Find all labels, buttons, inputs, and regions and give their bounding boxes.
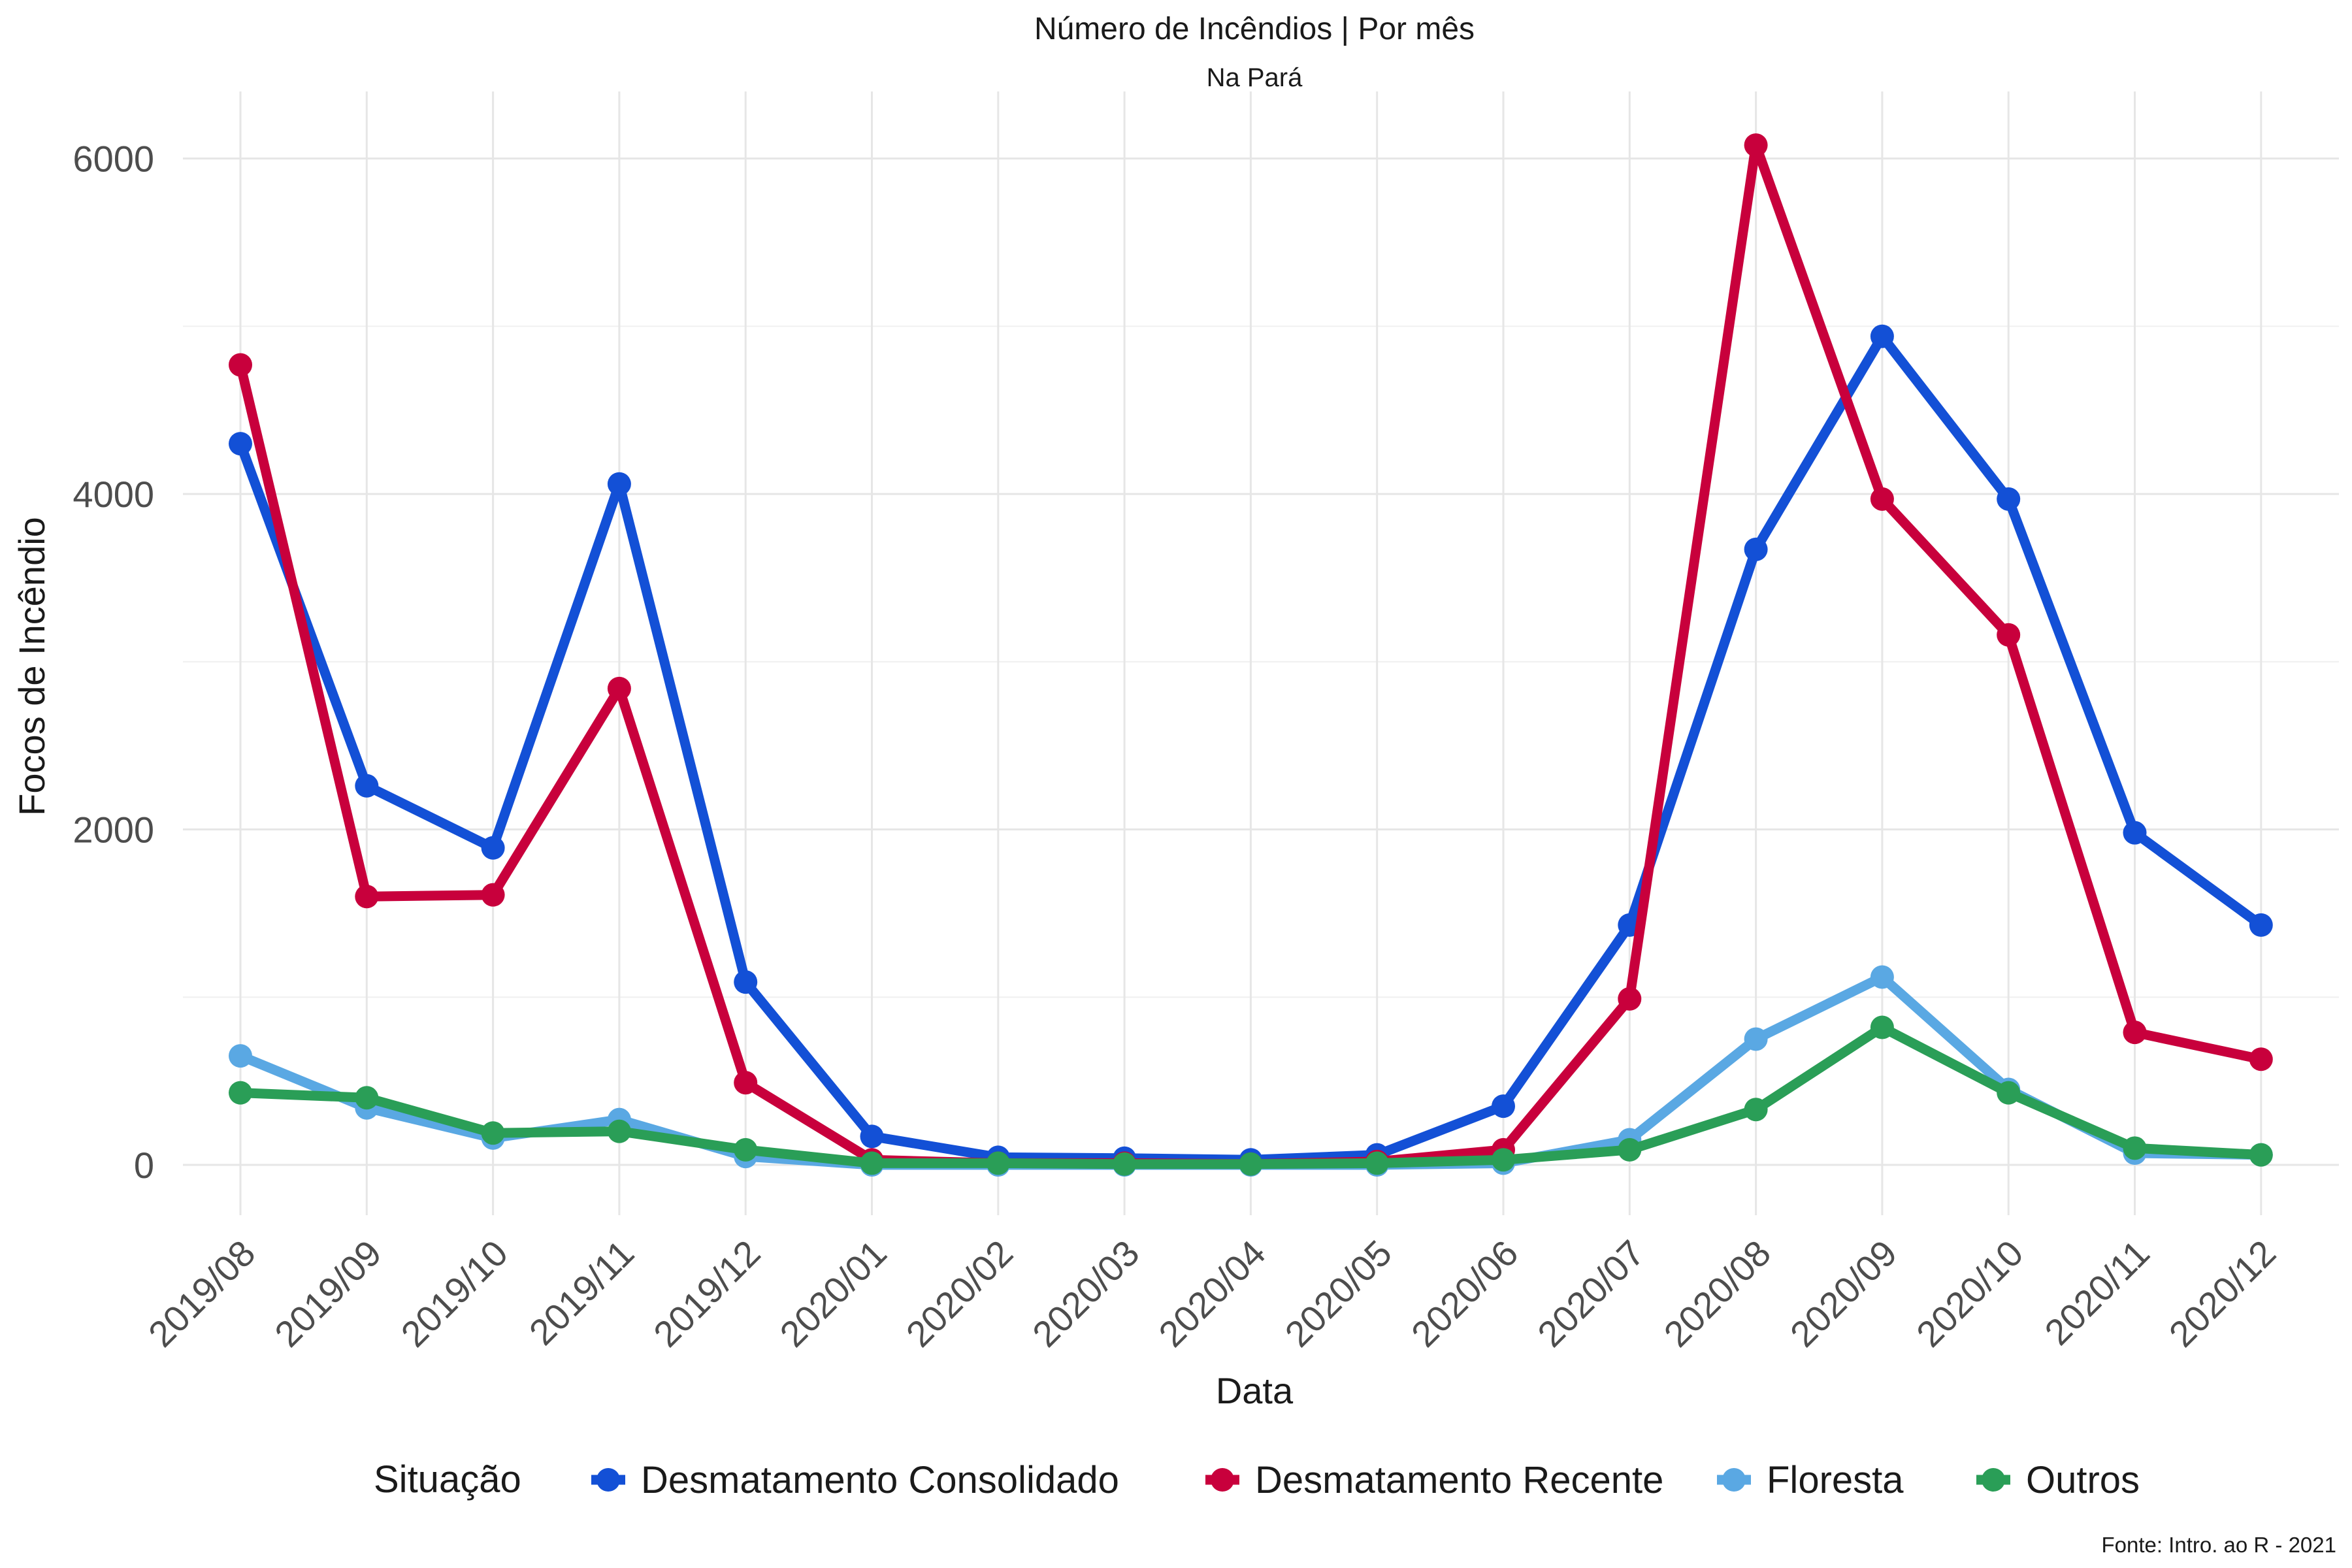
data-point (355, 885, 379, 909)
x-tick-label: 2019/12 (645, 1232, 768, 1355)
x-tick-label: 2020/02 (898, 1232, 1021, 1355)
x-tick-label: 2020/01 (772, 1232, 894, 1355)
series-3 (229, 1015, 2273, 1176)
data-point (2249, 913, 2273, 937)
series-layer (229, 133, 2273, 1177)
data-point (2249, 1047, 2273, 1071)
data-point (734, 1071, 758, 1095)
data-point (481, 1121, 505, 1145)
data-point (1744, 1098, 1768, 1122)
data-point (860, 1124, 884, 1149)
data-point (1618, 987, 1642, 1011)
data-point (1870, 487, 1894, 511)
data-point (2123, 821, 2147, 845)
legend-key-point (596, 1468, 620, 1492)
data-point (1744, 133, 1768, 157)
data-point (1997, 487, 2021, 511)
data-point (229, 1081, 252, 1105)
x-tick-label: 2019/11 (521, 1232, 642, 1353)
legend-key-point (1982, 1468, 2005, 1492)
data-point (2123, 1021, 2147, 1045)
x-tick-label: 2020/06 (1403, 1232, 1526, 1355)
caption: Fonte: Intro. ao R - 2021 (2101, 1533, 2336, 1557)
data-point (607, 472, 631, 496)
data-point (1870, 1015, 1894, 1039)
data-point (1365, 1151, 1389, 1175)
data-point (607, 1119, 631, 1143)
y-tick-label: 0 (134, 1145, 154, 1186)
data-point (734, 1137, 758, 1162)
data-point (1239, 1152, 1263, 1176)
x-tick-label: 2020/11 (2036, 1232, 2157, 1353)
legend-key-point (1722, 1468, 1746, 1492)
legend-title: Situação (374, 1458, 521, 1501)
data-point (1492, 1094, 1515, 1119)
data-point (860, 1151, 884, 1175)
data-point (1113, 1152, 1137, 1176)
y-tick-label: 2000 (73, 809, 154, 851)
data-point (986, 1151, 1010, 1175)
y-axis-title: Focos de Incêndio (11, 517, 52, 816)
data-point (229, 353, 252, 377)
x-tick-label: 2020/03 (1024, 1232, 1147, 1355)
legend: Situação Desmatamento Consolidado Desmata… (374, 1458, 2140, 1501)
data-point (355, 1086, 379, 1110)
data-point (481, 836, 505, 860)
y-axis-ticks: 0 2000 4000 6000 (73, 139, 154, 1186)
data-point (1618, 1137, 1642, 1162)
legend-item-label: Floresta (1767, 1459, 1904, 1501)
data-point (481, 883, 505, 907)
data-point (1870, 324, 1894, 348)
x-tick-label: 2020/05 (1277, 1232, 1399, 1355)
data-point (229, 1044, 252, 1068)
legend-key-point (1211, 1468, 1234, 1492)
data-point (2123, 1136, 2147, 1160)
data-point (1492, 1148, 1515, 1172)
data-point (2249, 1143, 2273, 1167)
data-point (229, 432, 252, 456)
data-point (607, 676, 631, 700)
data-point (734, 970, 758, 994)
legend-item-label: Outros (2026, 1459, 2140, 1501)
legend-item-label: Desmatamento Consolidado (641, 1459, 1119, 1501)
x-axis-title: Data (1216, 1370, 1294, 1411)
y-tick-label: 6000 (73, 139, 154, 180)
data-point (1870, 965, 1894, 989)
chart-subtitle: Na Pará (1207, 63, 1303, 92)
x-tick-label: 2019/09 (267, 1232, 389, 1355)
legend-item-label: Desmatamento Recente (1255, 1459, 1663, 1501)
x-tick-label: 2020/08 (1656, 1232, 1778, 1355)
data-point (355, 774, 379, 798)
data-point (1997, 1081, 2021, 1105)
data-point (1744, 1027, 1768, 1051)
y-tick-label: 4000 (73, 474, 154, 515)
x-tick-label: 2020/10 (1908, 1232, 2031, 1355)
x-tick-label: 2019/08 (140, 1232, 263, 1355)
chart-title: Número de Incêndios | Por mês (1034, 12, 1475, 46)
x-axis-ticks: 2019/08 2019/09 2019/10 2019/11 2019/12 2020/… (140, 1232, 2283, 1355)
x-tick-label: 2020/12 (2161, 1232, 2284, 1355)
x-tick-label: 2020/04 (1151, 1232, 1273, 1355)
x-tick-label: 2020/09 (1782, 1232, 1905, 1355)
x-tick-label: 2020/07 (1529, 1232, 1652, 1355)
data-point (1997, 623, 2021, 647)
data-point (1744, 537, 1768, 561)
x-tick-label: 2019/10 (393, 1232, 515, 1355)
